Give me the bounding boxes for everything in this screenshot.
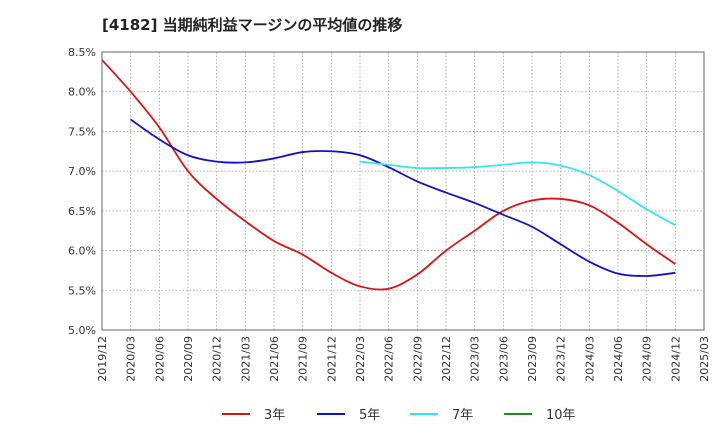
y-tick-label: 5.5% [68, 284, 96, 297]
legend-label: 10年 [546, 408, 576, 423]
x-tick-label: 2022/12 [440, 336, 453, 382]
x-tick-label: 2023/06 [497, 336, 510, 382]
x-tick-label: 2019/12 [96, 336, 109, 382]
y-tick-label: 8.5% [68, 46, 96, 59]
x-tick-label: 2024/06 [612, 336, 625, 382]
x-tick-label: 2020/03 [125, 336, 138, 382]
x-tick-label: 2024/03 [583, 336, 596, 382]
y-tick-label: 8.0% [68, 86, 96, 99]
chart-title: [4182] 当期純利益マージンの平均値の推移 [102, 16, 403, 34]
plot-frame [101, 51, 705, 331]
series-line-0 [101, 59, 676, 291]
x-tick-label: 2020/09 [182, 336, 195, 382]
y-tick-label: 5.0% [68, 324, 96, 337]
legend-label: 7年 [452, 408, 473, 423]
y-tick-label: 6.0% [68, 245, 96, 258]
x-tick-label: 2021/09 [297, 336, 310, 382]
y-tick-label: 7.0% [68, 165, 96, 178]
x-tick-label: 2020/12 [211, 336, 224, 382]
y-tick-label: 6.5% [68, 205, 96, 218]
x-tick-label: 2021/03 [239, 336, 252, 382]
legend: 3年 5年 7年 10年 [222, 408, 576, 423]
series-lines [101, 59, 676, 291]
legend-label: 5年 [359, 408, 380, 423]
grid [101, 51, 705, 331]
x-tick-label: 2024/12 [669, 336, 682, 382]
x-tick-label: 2022/06 [383, 336, 396, 382]
x-tick-label: 2023/09 [526, 336, 539, 382]
x-tick-label: 2022/03 [354, 336, 367, 382]
x-tick-label: 2024/09 [641, 336, 654, 382]
x-tick-label: 2025/03 [698, 336, 711, 382]
x-tick-label: 2020/06 [153, 336, 166, 382]
x-tick-label: 2023/12 [555, 336, 568, 382]
y-tick-label: 7.5% [68, 125, 96, 138]
legend-label: 3年 [264, 408, 285, 423]
axes: 5.0% 5.5% 6.0% 6.5% 7.0% 7.5% 8.0% 8.5% 2019/12 2… [68, 46, 711, 382]
x-tick-label: 2021/12 [325, 336, 338, 382]
series-line-1 [130, 118, 676, 277]
x-tick-label: 2022/09 [411, 336, 424, 382]
x-tick-label: 2023/03 [469, 336, 482, 382]
series-line-2 [359, 160, 676, 226]
x-tick-label: 2021/06 [268, 336, 281, 382]
